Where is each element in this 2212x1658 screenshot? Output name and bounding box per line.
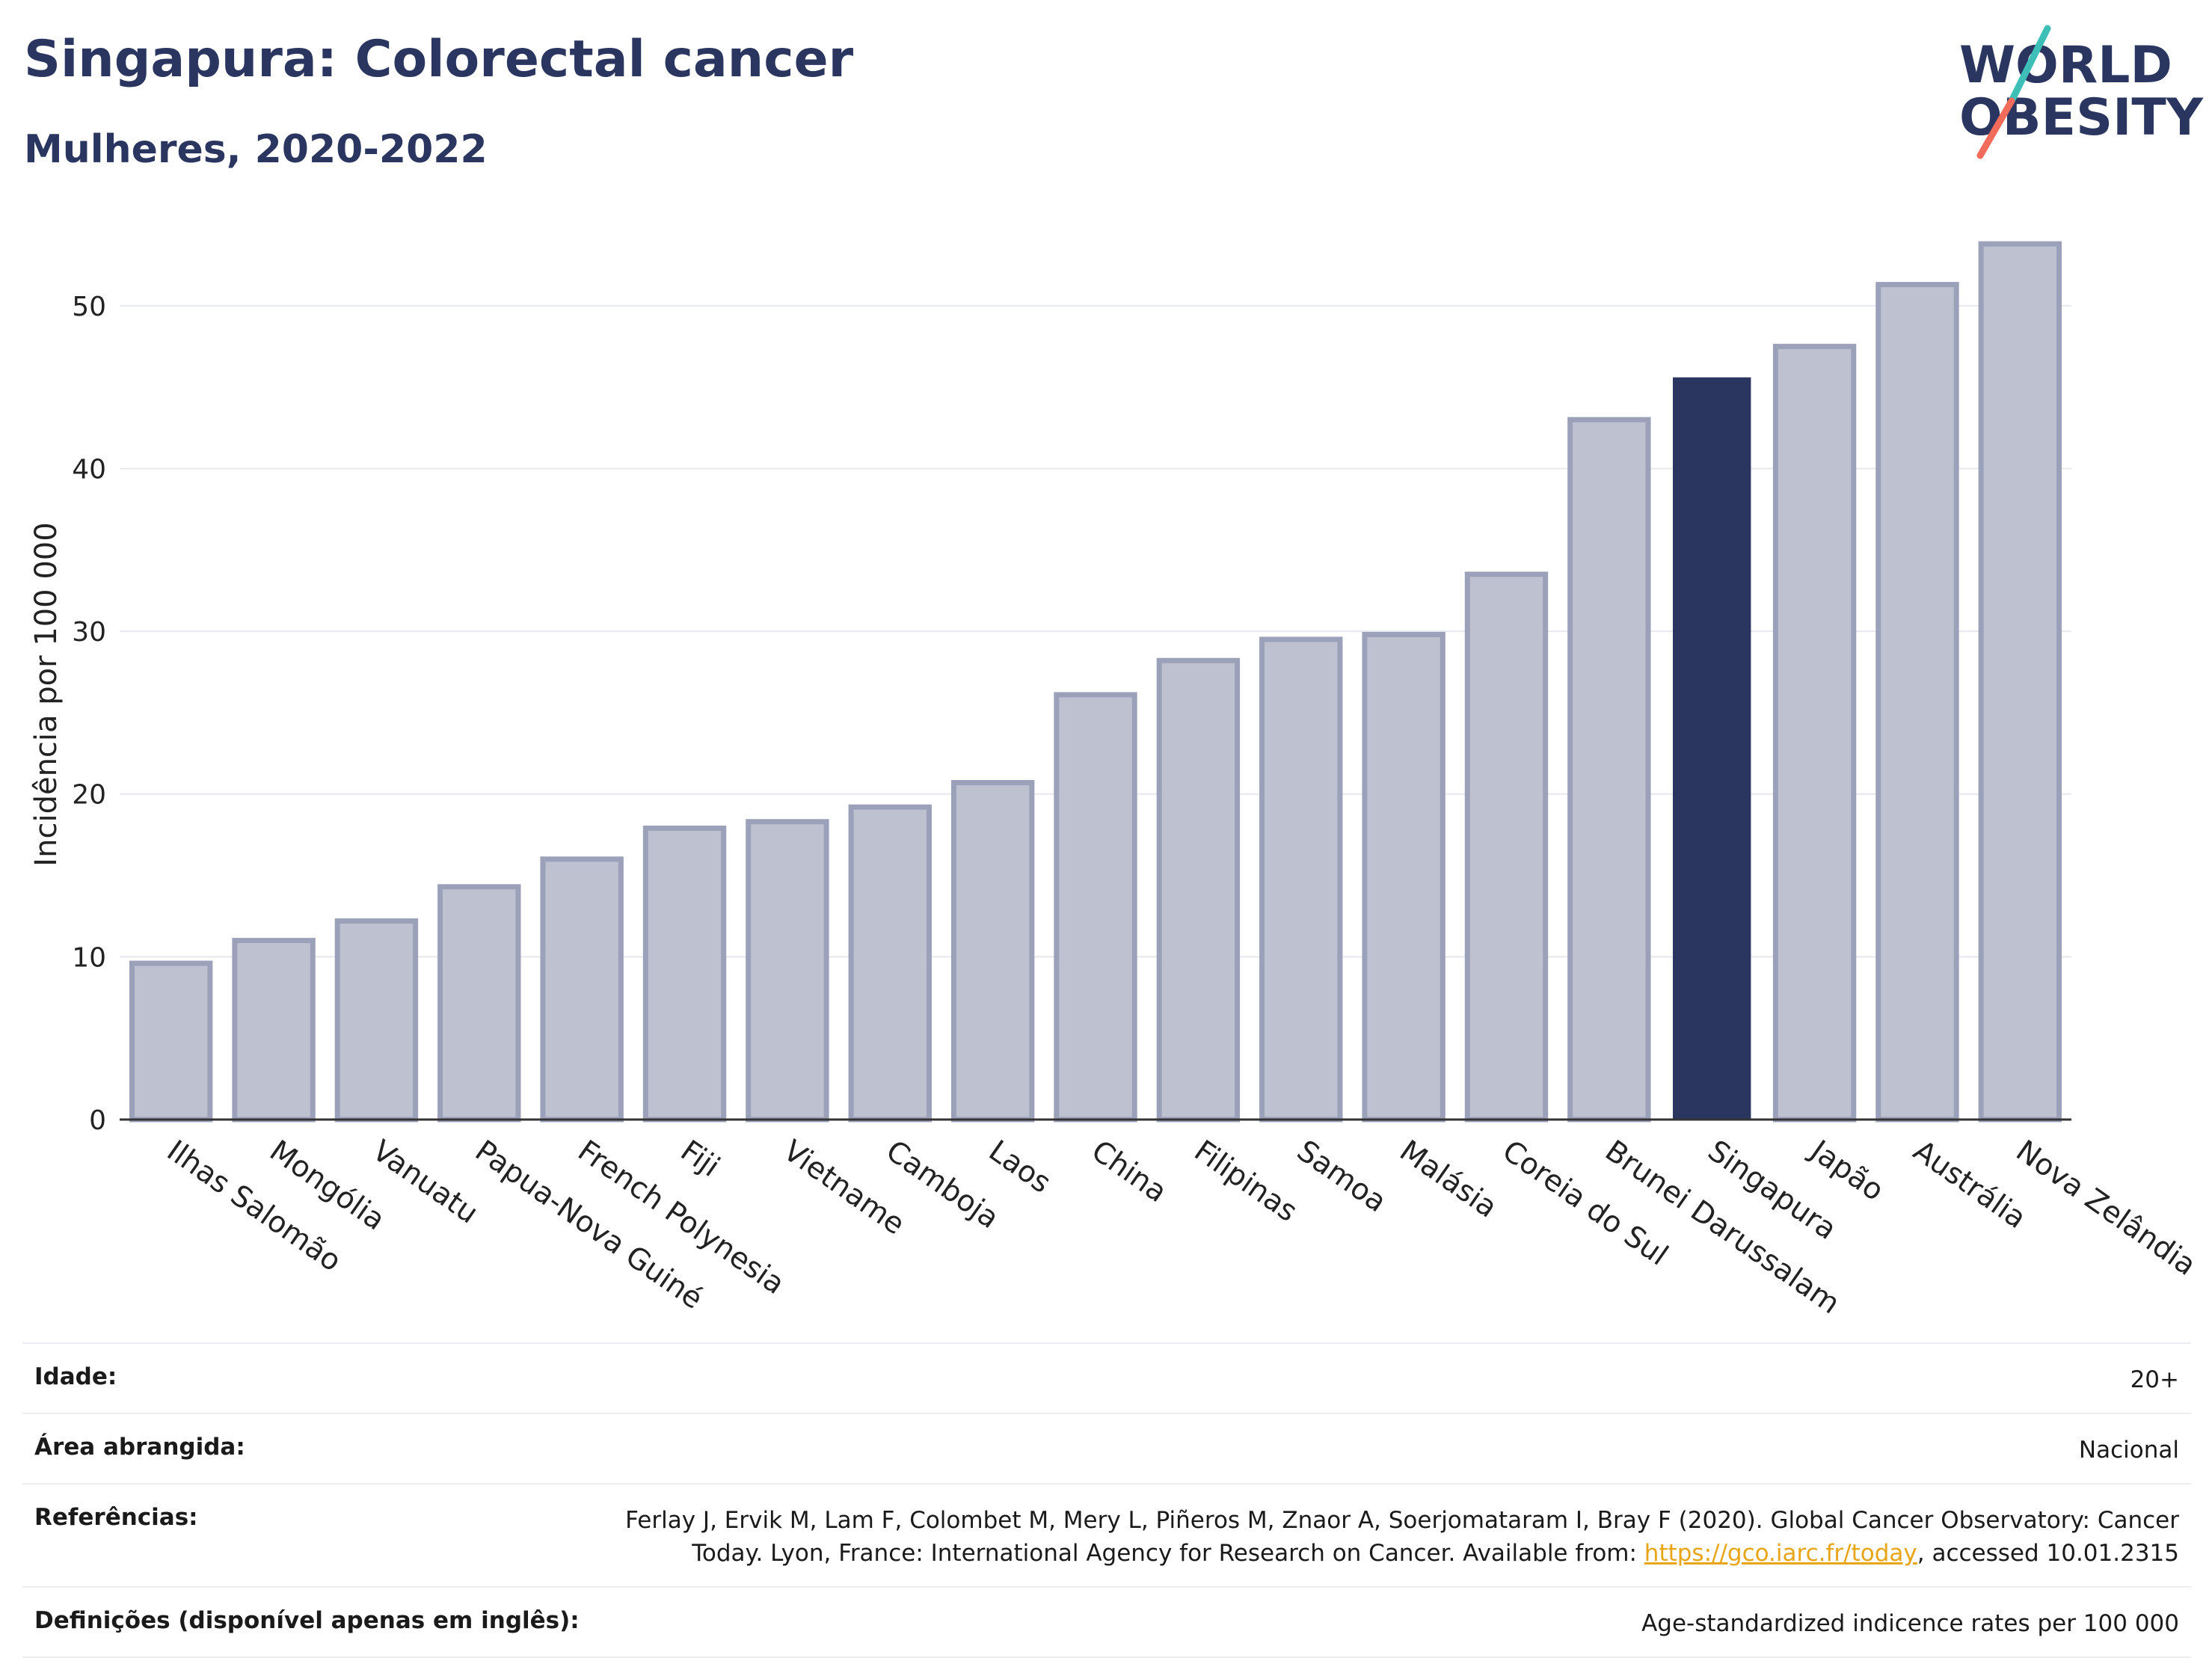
x-tick-label: Samoa <box>1291 1134 1392 1219</box>
info-value-area: Nacional <box>2078 1437 2179 1464</box>
bar-7 <box>848 804 932 1123</box>
y-axis-label: Incidência por 100 000 <box>29 522 64 866</box>
info-row-age: Idade: 20+ <box>22 1344 2191 1414</box>
info-value-definitions: Age-standardized indicence rates per 100… <box>1641 1610 2179 1637</box>
y-tick-label: 40 <box>72 454 106 485</box>
info-table: Idade: 20+ Área abrangida: Nacional Refe… <box>22 1342 2191 1658</box>
info-label-age: Idade: <box>34 1363 117 1390</box>
bar-11 <box>1259 636 1343 1123</box>
x-tick-label: Filipinas <box>1188 1134 1303 1229</box>
y-tick-labels: 0 10 20 30 40 50 <box>72 292 106 1136</box>
bars <box>129 241 2062 1123</box>
y-tick-label: 30 <box>72 617 106 648</box>
x-tick-label: Laos <box>983 1134 1057 1200</box>
bar-4 <box>540 856 624 1123</box>
bar-2 <box>334 918 419 1123</box>
x-tick-label: Nova Zelândia <box>2010 1134 2202 1283</box>
bar-9 <box>1054 692 1137 1123</box>
x-tick-label: Fiji <box>675 1134 725 1184</box>
info-row-area: Área abrangida: Nacional <box>22 1414 2191 1484</box>
logo-slash-coral <box>1976 97 2015 159</box>
info-label-definitions: Definições (disponível apenas em inglês)… <box>34 1607 580 1634</box>
chart-subtitle: Mulheres, 2020-2022 <box>24 127 488 172</box>
info-value-references: Ferlay J, Ervik M, Lam F, Colombet M, Me… <box>586 1504 2179 1570</box>
info-label-references: Referências: <box>34 1504 198 1531</box>
x-tick-label: Ilhas Salomão <box>161 1134 347 1278</box>
reference-accessed: , accessed 10.01.2315 <box>1917 1540 2179 1567</box>
y-tick-label: 0 <box>89 1105 106 1136</box>
bar-1 <box>232 938 316 1123</box>
bar-3 <box>437 884 521 1123</box>
x-tick-label: Malásia <box>1393 1134 1503 1224</box>
bar-16 <box>1772 343 1857 1123</box>
bar-13 <box>1464 571 1549 1123</box>
bar-15 <box>1673 377 1751 1120</box>
info-label-area: Área abrangida: <box>34 1434 245 1461</box>
bar-chart: 0 10 20 30 40 50 Ilhas SalomãoMongóliaVanuatu… <box>29 241 2202 1316</box>
logo-text-world: WORLD <box>1959 36 2172 95</box>
world-obesity-logo: WORLD OBESITY <box>1959 25 2204 159</box>
logo-slash-teal <box>2008 25 2051 105</box>
x-tick-label: Japão <box>1802 1133 1890 1208</box>
x-tick-label: Austrália <box>1907 1134 2032 1235</box>
x-tick-label: China <box>1085 1134 1173 1209</box>
y-tick-label: 50 <box>72 292 106 322</box>
reference-text: Ferlay J, Ervik M, Lam F, Colombet M, Me… <box>625 1507 2179 1567</box>
info-row-definitions: Definições (disponível apenas em inglês)… <box>22 1588 2191 1658</box>
chart-title: Singapura: Colorectal cancer <box>24 30 854 89</box>
bar-14 <box>1567 417 1651 1123</box>
y-tick-label: 10 <box>72 942 106 973</box>
bar-0 <box>129 960 213 1123</box>
y-tick-label: 20 <box>72 780 106 811</box>
bar-8 <box>950 779 1035 1123</box>
info-row-references: Referências: Ferlay J, Ervik M, Lam F, C… <box>22 1484 2191 1588</box>
bar-17 <box>1875 282 1959 1123</box>
bar-10 <box>1156 657 1241 1123</box>
bar-5 <box>642 825 727 1123</box>
logo-text-obesity: OBESITY <box>1959 88 2204 147</box>
reference-link[interactable]: https://gco.iarc.fr/today <box>1644 1540 1917 1567</box>
bar-6 <box>746 819 829 1123</box>
info-value-age: 20+ <box>2130 1366 2179 1393</box>
bar-12 <box>1362 631 1446 1123</box>
bar-18 <box>1978 241 2062 1123</box>
